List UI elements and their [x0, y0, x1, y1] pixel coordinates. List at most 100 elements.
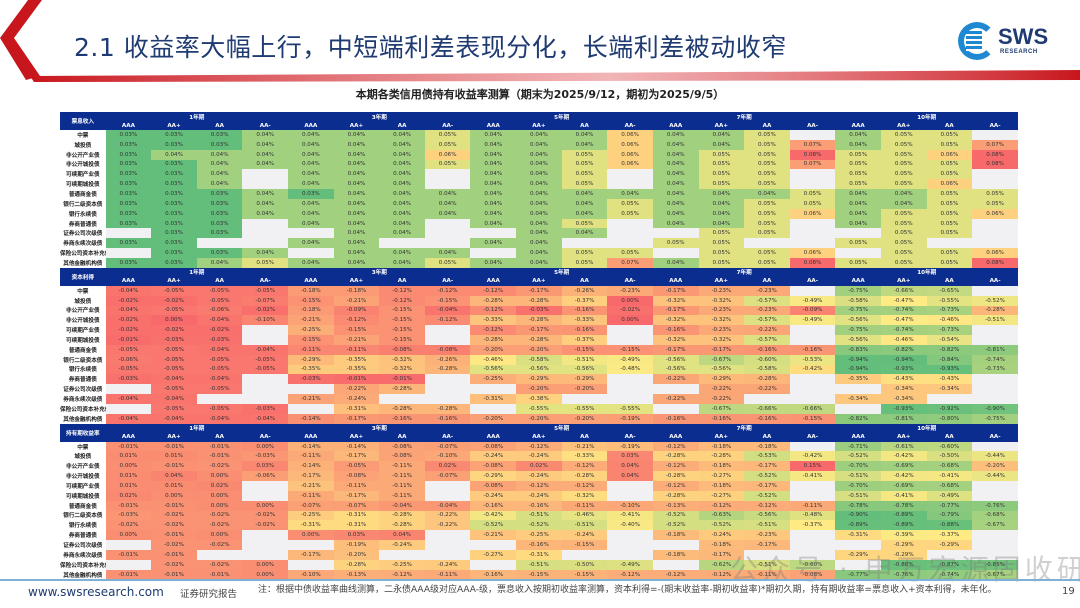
heatmap-cell: 0.04%	[607, 461, 653, 472]
term-header: 10年期	[835, 423, 1018, 433]
heatmap-cell	[972, 238, 1018, 249]
heatmap-cell: -0.51%	[744, 520, 790, 531]
heatmap-cell: -0.28%	[470, 295, 517, 306]
heatmap-cell: -0.01%	[105, 549, 152, 560]
heatmap-cell: -0.56%	[561, 364, 608, 375]
heatmap-cell: -0.10%	[242, 315, 289, 326]
heatmap-cell: 0.04%	[835, 218, 881, 229]
heatmap-cell: -0.03%	[242, 403, 289, 414]
heatmap-cell: -0.16%	[561, 305, 608, 316]
heatmap-cell	[105, 384, 152, 395]
heatmap-cell: -0.11%	[379, 481, 425, 491]
heatmap-cell: -0.28%	[379, 520, 425, 531]
heatmap-cell	[424, 325, 471, 336]
heatmap-cell: 0.04%	[516, 208, 562, 219]
heatmap-cell: -0.04%	[196, 374, 243, 385]
heatmap-cell: -0.65%	[926, 285, 973, 296]
heatmap-cell: -0.11%	[379, 471, 425, 481]
heatmap-cell: 0.04%	[333, 238, 380, 249]
heatmap-cell: 0.05%	[835, 257, 881, 268]
heatmap-cell: -0.10%	[288, 569, 334, 580]
heatmap-cell: 0.00%	[242, 441, 289, 452]
heatmap-cell: -0.15%	[379, 335, 425, 345]
heatmap-cell: 0.04%	[516, 198, 562, 209]
heatmap-cell	[424, 490, 471, 501]
heatmap-cell: -0.08%	[379, 441, 425, 452]
heatmap-cell: -0.12%	[470, 325, 517, 336]
section-label: 票息收入	[60, 112, 106, 130]
table-row: 普通商金债 -0.01% -0.01% 0.00% 0.00% -0.07% -0.07% -…	[60, 500, 1018, 511]
heatmap-cell: -0.01%	[105, 500, 152, 511]
heatmap-cell: -0.18%	[652, 549, 699, 560]
heatmap-cell: -0.11%	[789, 500, 836, 511]
heatmap-cell: -0.05%	[151, 305, 197, 316]
heatmap-cell: -0.23%	[607, 285, 653, 296]
heatmap-cell: -0.05%	[151, 354, 197, 365]
heatmap-cell: 0.04%	[379, 198, 425, 209]
grade-header: AA	[196, 432, 243, 442]
term-header: 10年期	[835, 267, 1018, 277]
heatmap-cell: 0.02%	[196, 481, 243, 491]
heatmap-cell: -0.18%	[698, 540, 745, 550]
heatmap-cell: -0.01%	[105, 441, 152, 452]
heatmap-cell: 0.04%	[196, 159, 243, 170]
heatmap-cell	[242, 374, 289, 385]
heatmap-cell: 0.04%	[698, 130, 745, 140]
heatmap-cell: 0.04%	[379, 530, 425, 541]
heatmap-cell: -0.02%	[196, 520, 243, 531]
heatmap-cell: -0.52%	[516, 520, 562, 531]
row-label: 非公开产业债	[60, 305, 106, 316]
heatmap-cell	[424, 218, 471, 229]
heatmap-cell: -0.89%	[880, 510, 927, 521]
heatmap-cell: -0.05%	[105, 344, 152, 355]
heatmap-cell: 0.03%	[151, 169, 197, 180]
row-label: 中票	[60, 285, 106, 296]
heatmap-cell: -0.28%	[561, 471, 608, 481]
heatmap-cell	[607, 540, 653, 550]
heatmap-cell: -0.12%	[698, 500, 745, 511]
heatmap-cell	[789, 218, 836, 229]
heatmap-cell: -0.16%	[652, 325, 699, 336]
heatmap-cell: 0.04%	[333, 149, 380, 160]
heatmap-cell: 0.04%	[652, 257, 699, 268]
heatmap-cell: -0.19%	[607, 413, 653, 424]
heatmap-cell: -0.74%	[926, 569, 973, 580]
table-row: 证券公司次级债 -0.02% -0.02% -0.19% -0.24% -0.16% -0.…	[60, 540, 1018, 550]
footer-divider	[0, 579, 1080, 581]
grade-header: AA	[744, 276, 790, 286]
heatmap-cell: -0.14%	[288, 461, 334, 472]
heatmap-cell: -0.28%	[744, 374, 790, 385]
heatmap-cell: -0.31%	[333, 510, 380, 521]
row-label: 非公开城投债	[60, 471, 106, 481]
heatmap-cell: -0.32%	[652, 335, 699, 345]
heatmap-cell: 0.03%	[196, 228, 243, 239]
heatmap-cell: 0.05%	[744, 159, 790, 170]
row-label: 银行二级资本债	[60, 198, 106, 209]
heatmap-cell: 0.04%	[516, 228, 562, 239]
heatmap-cell: -0.24%	[561, 530, 608, 541]
heatmap-cell: -0.06%	[105, 354, 152, 365]
heatmap-cell: 0.04%	[516, 257, 562, 268]
heatmap-cell: -0.66%	[789, 403, 836, 414]
heatmap-cell	[424, 540, 471, 550]
heatmap-cell: 0.05%	[880, 179, 927, 190]
heatmap-cell: 0.03%	[151, 248, 197, 258]
heatmap-cell: 0.03%	[105, 139, 152, 150]
term-header: 5年期	[470, 267, 653, 277]
row-label: 保险公司资本补充债	[60, 403, 106, 414]
heatmap-cell: -0.73%	[926, 305, 973, 316]
heatmap-cell: -0.01%	[196, 441, 243, 452]
heatmap-cell: -0.52%	[744, 471, 790, 481]
website-link[interactable]: www.swsresearch.com	[28, 585, 164, 599]
heatmap-cell: -0.31%	[835, 530, 881, 541]
heatmap-cell: -0.73%	[926, 325, 973, 336]
heatmap-cell: 0.04%	[379, 218, 425, 229]
heatmap-cell: 0.03%	[105, 189, 152, 199]
heatmap-cell: -0.28%	[516, 315, 562, 326]
heatmap-cell: -0.09%	[789, 305, 836, 316]
heatmap-cell	[105, 540, 152, 550]
heatmap-cell: -0.20%	[516, 344, 562, 355]
heatmap-cell: 0.05%	[926, 169, 973, 180]
heatmap-cell: -0.47%	[880, 315, 927, 326]
heatmap-cell: -0.42%	[880, 451, 927, 462]
